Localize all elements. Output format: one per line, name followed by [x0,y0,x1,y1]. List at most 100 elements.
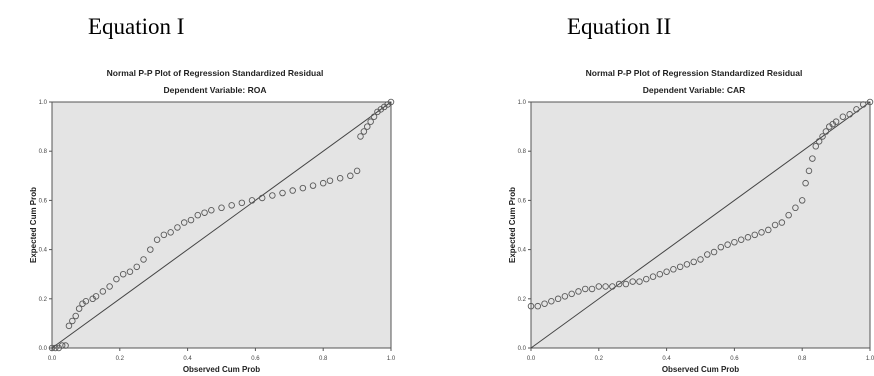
x-tick-label: 1.0 [387,356,396,362]
data-point [72,312,79,320]
x-tick-label: 0.6 [730,356,739,362]
chart-title: Normal P-P Plot of Regression Standardiz… [586,68,803,78]
data-point [106,283,113,290]
data-point [554,295,562,303]
data-point [364,123,371,130]
data-point [58,342,66,349]
data-point [615,280,623,288]
data-point [387,98,395,106]
data-point [809,155,816,162]
y-tick-label: 0.4 [39,248,48,254]
data-point [140,256,147,263]
pp-plot-2: Normal P-P Plot of Regression Standardiz… [508,68,874,374]
data-point [75,305,83,312]
data-point [839,113,847,121]
data-point [866,98,874,106]
data-point [636,278,643,285]
data-point [126,268,134,275]
data-point [815,138,823,145]
y-axis-label: Expected Cum Prob [29,187,38,263]
data-point [62,342,69,349]
data-point [846,111,853,118]
data-point [697,256,704,263]
data-point [133,263,140,271]
y-tick-label: 0.8 [518,149,527,155]
data-point [609,283,616,290]
data-point [656,270,664,278]
data-point [588,285,596,293]
data-point [581,285,589,293]
data-point [201,209,208,216]
data-point [737,236,745,244]
data-point [208,206,215,214]
x-tick-label: 1.0 [866,356,874,362]
data-point [710,248,718,256]
data-point [113,275,120,283]
equation-2-title: Equation II [567,14,672,39]
data-point [622,280,630,288]
data-point [48,344,56,352]
data-point [805,167,813,175]
data-point [778,219,786,226]
y-tick-label: 0.8 [39,149,48,155]
data-point [534,302,542,310]
x-tick-label: 0.0 [48,356,57,362]
data-point [717,243,725,251]
data-point [82,298,90,305]
data-point [238,199,246,207]
data-point [248,197,256,204]
data-point [65,322,73,330]
data-point [289,187,296,194]
y-axis-label: Expected Cum Prob [508,187,517,263]
x-axis-label: Observed Cum Prob [183,365,260,374]
data-point [802,179,809,187]
data-point [765,226,772,234]
data-point [683,261,691,268]
data-point [663,268,670,275]
x-tick-label: 0.8 [798,356,807,362]
data-point [751,231,758,239]
data-point [812,143,820,150]
data-point [347,172,354,180]
data-point [541,300,548,307]
data-point [629,278,636,285]
data-point [180,219,188,226]
y-tick-label: 0.2 [518,297,527,303]
data-point [819,133,826,140]
equation-1-title: Equation I [88,14,185,39]
data-point [561,293,569,300]
data-point [676,263,684,271]
data-point [174,224,181,231]
data-point [785,211,792,219]
x-tick-label: 0.0 [527,356,536,362]
data-point [194,211,202,219]
data-point [353,167,361,175]
data-point [52,344,59,352]
x-tick-label: 0.8 [319,356,328,362]
data-point [309,182,317,189]
data-point [299,184,307,192]
y-tick-label: 1.0 [39,100,48,106]
reference-line [530,101,871,349]
data-point [548,298,555,305]
data-point [575,288,582,295]
data-point [160,231,168,239]
data-point [228,202,235,209]
data-point [69,317,76,325]
data-point [670,266,677,273]
data-point [859,101,867,108]
data-point [326,177,334,184]
data-point [357,133,364,140]
data-point [167,229,174,236]
data-point [319,179,327,187]
data-point [595,283,603,290]
data-point [602,283,609,290]
data-point [690,258,697,266]
data-point [724,241,731,248]
data-point [336,175,344,182]
data-point [269,192,276,199]
pp-plot-1: Normal P-P Plot of Regression Standardiz… [29,68,396,374]
data-point [370,113,378,121]
data-point [649,273,657,280]
